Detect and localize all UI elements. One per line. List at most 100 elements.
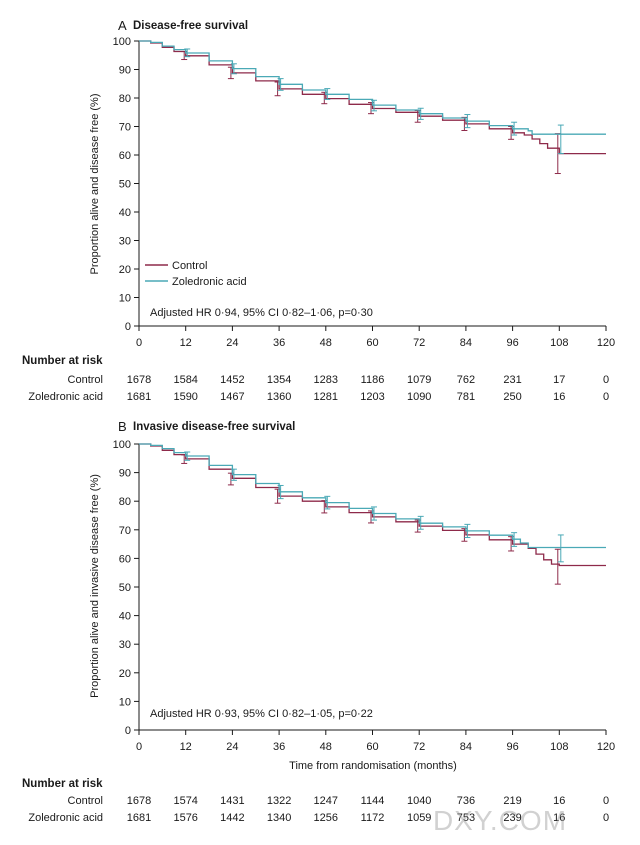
panel-b-x-tick-label: 84 [460,741,472,753]
panel-a-letter: A [118,18,127,33]
watermark: DXY.COM [433,805,567,836]
panel-b-x-tick-label: 36 [273,741,285,753]
panel-b-y-tick-label: 60 [119,553,131,565]
panel-b-risk-zoledronic-cell: 753 [457,812,475,824]
panel-a-y-tick-label: 40 [119,207,131,219]
panel-b-hr-annotation: Adjusted HR 0·93, 95% CI 0·82–1·05, p=0·… [150,708,373,720]
panel-b-risk-zoledronic-cell: 1172 [361,812,385,824]
panel-a-risk-zoledronic-cell: 1360 [267,391,291,403]
panel-a-risk-zoledronic-cell: 781 [457,391,475,403]
panel-a-x-tick-label: 108 [550,337,568,349]
panel-b-y-tick-label: 50 [119,582,131,594]
panel-b-ci-zoledronic [417,515,424,530]
panel-a-ci-zoledronic [324,88,331,100]
panel-a-risk-zoledronic-cell: 16 [553,391,565,403]
panel-b-y-tick-label: 70 [119,525,131,537]
panel-a-risk-control-cell: 0 [603,374,609,386]
panel-b-x-tick-label: 0 [136,741,142,753]
legend-zoledronic-label: Zoledronic acid [172,276,247,288]
panel-a-ci-zoledronic [371,99,377,112]
panel-b-x-tick-label: 96 [506,741,518,753]
panel-b-risk-control-cell: 16 [553,795,565,807]
panel-a-risk-control-cell: 1452 [220,374,244,386]
panel-b-ylabel: Proportion alive and invasive disease fr… [89,474,101,698]
panel-b-y-tick-label: 30 [119,639,131,651]
panel-b-y-tick-label: 40 [119,611,131,623]
panel-a-risk-header: Number at risk [22,355,103,367]
panel-a-series-control-line [139,40,606,155]
panel-b-risk-zoledronic-cell: 239 [503,812,521,824]
panel-a-risk-control-cell: 1186 [361,374,385,386]
panel-a-ylabel: Proportion alive and disease free (%) [89,94,101,275]
panel-a-x-tick-label: 12 [180,337,192,349]
panel-b-risk-control-cell: 1040 [407,795,431,807]
panel-b-risk-control-cell: 1322 [267,795,291,807]
panel-b-risk-control-cell: 1574 [173,795,197,807]
panel-b-x-tick-label: 24 [226,741,238,753]
panel-b-ci-control [554,548,561,585]
panel-b-ci-zoledronic [324,495,331,510]
panel-a-x-tick-label: 24 [226,337,238,349]
panel-b-series-zoledronic-line [139,443,606,549]
panel-a-x-tick-label: 120 [597,337,615,349]
panel-a-risk-control-cell: 1678 [127,374,151,386]
panel-b-risk-control-cell: 0 [603,795,609,807]
panel-b-risk-zoledronic-cell: 16 [553,812,565,824]
panel-a-risk-zoledronic-cell: 1590 [173,391,197,403]
panel-b-ci-zoledronic [277,484,284,500]
panel-b-x-tick-label: 120 [597,741,615,753]
panel-a-ci-zoledronic [557,124,564,155]
panel-a-ci-zoledronic [277,78,284,91]
panel-b-risk-label-control: Control [68,795,103,807]
panel-b-risk-zoledronic-cell: 0 [603,812,609,824]
panel-a-x-tick-label: 72 [413,337,425,349]
panel-b-ci-zoledronic [511,532,518,547]
panel-a-plot: 0 10 20 30 40 50 60 70 80 90 100 0 12 24 36 48 60 72 84 96 1… [113,36,616,403]
panel-b-y-tick-label: 0 [125,725,131,737]
panel-b-risk-zoledronic-cell: 1340 [267,812,291,824]
panel-b-risk-control-cell: 1247 [314,795,338,807]
panel-a-x-tick-label: 48 [320,337,332,349]
panel-a-risk-control-cell: 1584 [173,374,197,386]
panel-a-y-tick-label: 60 [119,150,131,162]
panel-b-risk-zoledronic-cell: 1059 [407,812,431,824]
panel-b-risk-zoledronic-cell: 1442 [220,812,244,824]
panel-b-risk-control-cell: 1431 [220,795,244,807]
panel-b-risk-control-cell: 1678 [127,795,151,807]
panel-a-risk-control-cell: 231 [503,374,521,386]
panel-b-risk-control-cell: 1144 [361,795,385,807]
panel-a-risk-zoledronic-cell: 250 [503,391,521,403]
panel-a-y-tick-label: 50 [119,179,131,191]
panel-a-y-tick-label: 90 [119,65,131,77]
panel-a-risk-label-control: Control [68,374,103,386]
panel-b-risk-header: Number at risk [22,778,103,790]
panel-b-y-tick-label: 20 [119,668,131,680]
panel-b-risk-control-cell: 736 [457,795,475,807]
panel-b-y-tick-label: 80 [119,496,131,508]
panel-b-letter: B [118,419,127,434]
panel-b-series-control-line [139,443,606,567]
panel-a-risk-control-cell: 1283 [314,374,338,386]
panel-a-series-zoledronic-line [139,40,606,135]
panel-a-y-tick-label: 100 [113,36,131,48]
panel-a-risk-control-cell: 17 [553,374,565,386]
panel-b-x-tick-label: 108 [550,741,568,753]
panel-b-x-tick-label: 12 [180,741,192,753]
panel-a-risk-zoledronic-cell: 1681 [127,391,151,403]
panel-a-y-tick-label: 80 [119,93,131,105]
panel-a-x-tick-label: 0 [136,337,142,349]
panel-a-risk-control-cell: 1079 [407,374,431,386]
panel-a-risk-control-cell: 1354 [267,374,291,386]
panel-a-y-tick-label: 70 [119,122,131,134]
panel-a-hr-annotation: Adjusted HR 0·94, 95% CI 0·82–1·06, p=0·… [150,307,373,319]
panel-b-risk-control-cell: 219 [503,795,521,807]
panel-a-risk-zoledronic-cell: 1281 [314,391,338,403]
panel-a-x-tick-label: 84 [460,337,472,349]
panel-a-legend: Control Zoledronic acid [145,260,247,288]
panel-a-y-tick-label: 10 [119,293,131,305]
panel-b-x-tick-label: 48 [320,741,332,753]
panel-b-plot: 0 10 20 30 40 50 60 70 80 90 100 0 12 24 36 48 60 72 84 96 1… [113,439,616,824]
panel-a-x-tick-label: 36 [273,337,285,349]
panel-b-risk-zoledronic-cell: 1681 [127,812,151,824]
